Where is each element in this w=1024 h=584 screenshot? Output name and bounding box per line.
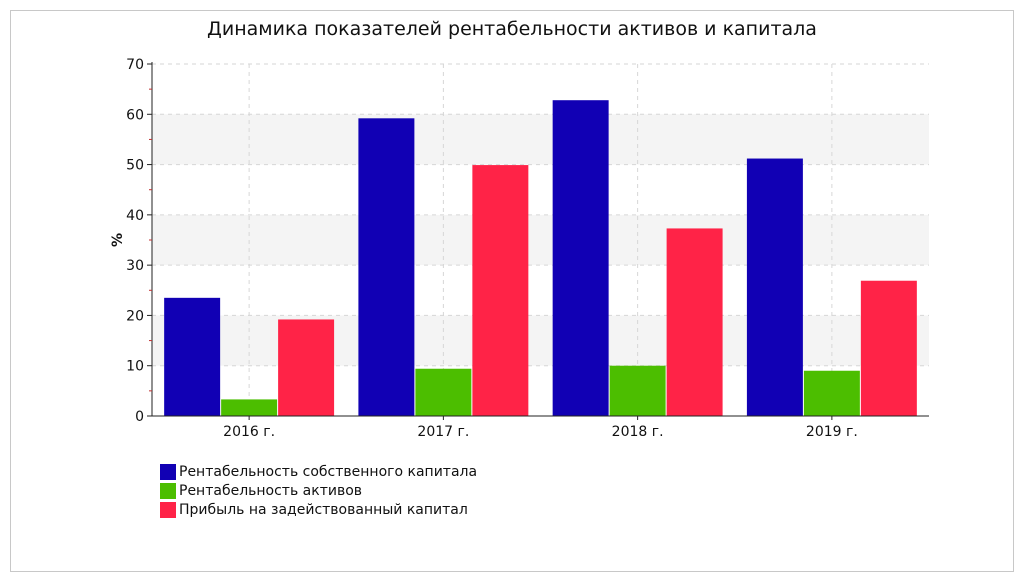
bar-roce: [860, 280, 917, 416]
y-tick-label: 40: [126, 208, 144, 224]
bar-roe: [746, 158, 803, 416]
legend-label-roa: Рентабельность активов: [179, 482, 363, 499]
grid-band: [152, 114, 929, 165]
y-tick-label: 70: [126, 57, 144, 73]
legend-item: Рентабельность активов: [160, 481, 477, 500]
bar-roa: [609, 365, 666, 416]
x-tick-label: 2016 г.: [223, 424, 275, 440]
legend-item: Рентабельность собственного капитала: [160, 462, 477, 481]
y-axis-label: %: [110, 233, 126, 247]
legend-item: Прибыль на задействованный капитал: [160, 500, 477, 519]
chart-title: Динамика показателей рентабельности акти…: [207, 18, 817, 40]
bar-roa: [803, 370, 860, 416]
bar-roce: [278, 319, 335, 416]
legend: Рентабельность собственного капитала Рен…: [160, 462, 477, 519]
legend-swatch-roa: [160, 482, 176, 499]
legend-swatch-roe: [160, 463, 176, 480]
bar-roe: [164, 297, 221, 416]
legend-swatch-roce: [160, 501, 176, 518]
y-tick-label: 50: [126, 158, 144, 174]
bar-roe: [552, 100, 609, 416]
x-tick-label: 2018 г.: [612, 424, 664, 440]
legend-label-roe: Рентабельность собственного капитала: [179, 463, 478, 480]
bar-roa: [415, 368, 472, 416]
y-tick-label: 10: [126, 359, 144, 375]
bar-roce: [472, 165, 529, 416]
bar-roa: [221, 399, 278, 416]
legend-label-roce: Прибыль на задействованный капитал: [179, 501, 468, 518]
y-tick-label: 30: [126, 258, 144, 274]
grid-band: [152, 214, 929, 266]
y-tick-label: 0: [135, 409, 144, 425]
x-tick-label: 2019 г.: [806, 424, 858, 440]
y-tick-label: 60: [126, 107, 144, 123]
grid-band: [152, 315, 929, 366]
bar-roce: [666, 228, 723, 416]
x-tick-label: 2017 г.: [417, 424, 469, 440]
bar-roe: [358, 118, 415, 417]
y-tick-label: 20: [126, 308, 144, 324]
